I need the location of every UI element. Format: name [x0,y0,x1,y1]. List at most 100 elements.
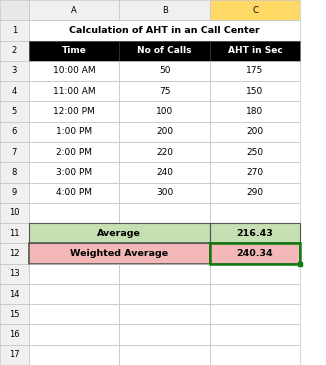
Text: 11: 11 [9,229,20,238]
Text: 10: 10 [9,208,20,218]
Bar [29,162,119,182]
Bar [0,41,29,61]
Text: 14: 14 [9,289,20,299]
Bar [210,324,300,345]
Bar [29,203,119,223]
Bar [0,304,29,324]
Bar [0,324,29,345]
Bar [29,203,119,223]
Bar [29,142,119,162]
Text: 2:00 PM: 2:00 PM [56,147,92,157]
Text: 5: 5 [12,107,17,116]
Bar [0,142,29,162]
Bar [29,142,119,162]
Bar [210,345,300,365]
Bar [0,284,29,304]
Bar [29,304,119,324]
Bar [29,324,119,345]
Text: 15: 15 [9,310,20,319]
Bar [210,122,300,142]
Bar [119,61,210,81]
Bar [210,61,300,81]
Bar [0,122,29,142]
Text: 4:00 PM: 4:00 PM [56,188,92,197]
Bar [29,264,119,284]
Bar [119,304,210,324]
Bar [0,142,29,162]
Text: 4: 4 [12,87,17,96]
Text: 250: 250 [246,147,263,157]
Bar [119,0,210,20]
Text: 16: 16 [9,330,20,339]
Text: A: A [71,5,77,15]
Text: 180: 180 [246,107,263,116]
Bar [29,345,119,365]
Bar [29,304,119,324]
Bar [210,81,300,101]
Text: Time: Time [62,46,86,55]
Bar [210,101,300,122]
Text: 200: 200 [246,127,263,136]
Bar [29,182,119,203]
Text: 7: 7 [12,147,17,157]
Text: 200: 200 [156,127,173,136]
Text: 75: 75 [159,87,170,96]
Text: 12: 12 [9,249,20,258]
Bar [119,122,210,142]
Bar [0,243,29,264]
Bar [210,41,300,61]
Text: 270: 270 [246,168,263,177]
Bar [119,284,210,304]
Text: 240: 240 [156,168,173,177]
Text: No of Calls: No of Calls [138,46,192,55]
Bar [29,41,119,61]
Bar [29,101,119,122]
Text: Average: Average [97,229,141,238]
Text: 100: 100 [156,107,173,116]
Bar [210,61,300,81]
Bar [210,284,300,304]
Bar [29,324,119,345]
Text: 300: 300 [156,188,173,197]
Bar [0,345,29,365]
Bar [0,345,29,365]
Bar [0,81,29,101]
Bar [119,203,210,223]
Bar [0,20,29,41]
Bar [0,162,29,182]
Bar [29,41,119,61]
Bar [119,101,210,122]
Text: Weighted Average: Weighted Average [70,249,169,258]
Text: 6: 6 [12,127,17,136]
Bar [119,41,210,61]
Bar [119,0,210,20]
Bar [119,264,210,284]
Text: 3:00 PM: 3:00 PM [56,168,92,177]
Bar [29,61,119,81]
Bar [29,61,119,81]
Bar [210,142,300,162]
Text: 216.43: 216.43 [237,229,273,238]
Bar [119,142,210,162]
Bar [119,264,210,284]
Bar [210,142,300,162]
Text: 50: 50 [159,66,170,76]
Bar [119,324,210,345]
Text: 1: 1 [12,26,17,35]
Bar [0,81,29,101]
Bar [0,41,29,61]
Bar [0,0,29,20]
Bar [210,304,300,324]
Bar [29,264,119,284]
Text: B: B [162,5,168,15]
Bar [119,162,210,182]
Bar [0,162,29,182]
Bar [210,182,300,203]
Text: 17: 17 [9,350,20,360]
Bar [29,223,210,243]
Bar [119,81,210,101]
Bar [29,101,119,122]
Bar [210,264,300,284]
Text: 240.34: 240.34 [237,249,273,258]
Text: 8: 8 [12,168,17,177]
